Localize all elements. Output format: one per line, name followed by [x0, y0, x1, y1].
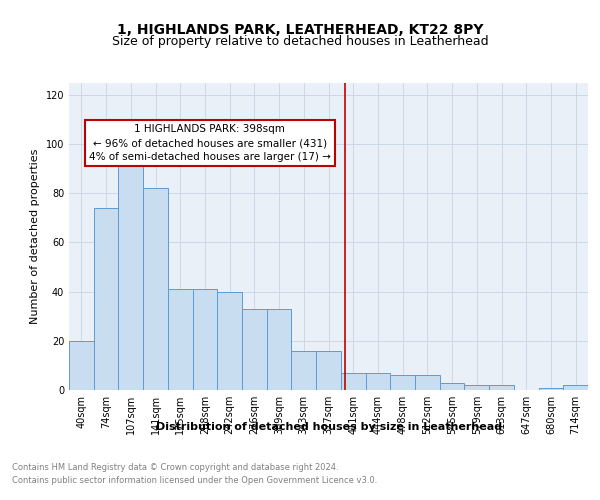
- Text: Distribution of detached houses by size in Leatherhead: Distribution of detached houses by size …: [156, 422, 502, 432]
- Bar: [464, 385, 489, 390]
- Bar: [563, 385, 588, 390]
- Bar: [489, 385, 514, 390]
- Bar: [118, 144, 143, 390]
- Bar: [143, 188, 168, 390]
- Bar: [316, 350, 341, 390]
- Text: 1 HIGHLANDS PARK: 398sqm
← 96% of detached houses are smaller (431)
4% of semi-d: 1 HIGHLANDS PARK: 398sqm ← 96% of detach…: [89, 124, 331, 162]
- Text: Contains public sector information licensed under the Open Government Licence v3: Contains public sector information licen…: [12, 476, 377, 485]
- Bar: [341, 373, 365, 390]
- Bar: [217, 292, 242, 390]
- Text: Size of property relative to detached houses in Leatherhead: Size of property relative to detached ho…: [112, 35, 488, 48]
- Bar: [193, 289, 217, 390]
- Y-axis label: Number of detached properties: Number of detached properties: [30, 148, 40, 324]
- Bar: [365, 373, 390, 390]
- Bar: [292, 350, 316, 390]
- Bar: [440, 382, 464, 390]
- Bar: [242, 309, 267, 390]
- Bar: [415, 375, 440, 390]
- Text: 1, HIGHLANDS PARK, LEATHERHEAD, KT22 8PY: 1, HIGHLANDS PARK, LEATHERHEAD, KT22 8PY: [117, 22, 483, 36]
- Bar: [539, 388, 563, 390]
- Bar: [69, 341, 94, 390]
- Bar: [168, 289, 193, 390]
- Bar: [94, 208, 118, 390]
- Bar: [390, 375, 415, 390]
- Bar: [267, 309, 292, 390]
- Text: Contains HM Land Registry data © Crown copyright and database right 2024.: Contains HM Land Registry data © Crown c…: [12, 462, 338, 471]
